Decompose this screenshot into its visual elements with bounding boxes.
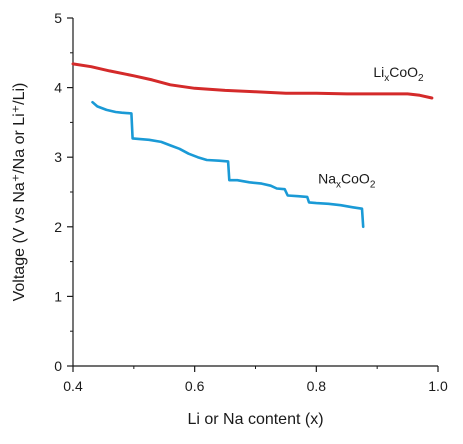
x-tick-label: 0.4 — [63, 378, 83, 394]
series-label-lixcoo2: LixCoO2 — [373, 64, 424, 84]
series-layer — [71, 62, 434, 229]
series-line-lixcoo2 — [71, 62, 434, 100]
y-ticks: 0 1 2 3 4 5 — [54, 10, 73, 374]
series-label-naxcoo2: NaxCoO2 — [318, 171, 376, 191]
y-tick-label: 3 — [54, 149, 62, 165]
x-axis-title: Li or Na content (x) — [187, 411, 323, 428]
y-tick-label: 4 — [54, 80, 62, 96]
x-tick-label: 1.0 — [428, 378, 448, 394]
y-tick-label: 0 — [54, 358, 62, 374]
x-tick-label: 0.8 — [307, 378, 327, 394]
x-tick-label: 0.6 — [185, 378, 205, 394]
y-axis-title: Voltage (V vs Na⁺/Na or Li⁺/Li) — [11, 83, 28, 302]
y-tick-label: 2 — [54, 219, 62, 235]
x-ticks: 0.4 0.6 0.8 1.0 — [63, 366, 448, 394]
y-tick-label: 1 — [54, 288, 62, 304]
series-line-naxcoo2 — [91, 100, 365, 229]
y-tick-label: 5 — [54, 10, 62, 26]
series-labels: LixCoO2 NaxCoO2 — [318, 64, 424, 190]
